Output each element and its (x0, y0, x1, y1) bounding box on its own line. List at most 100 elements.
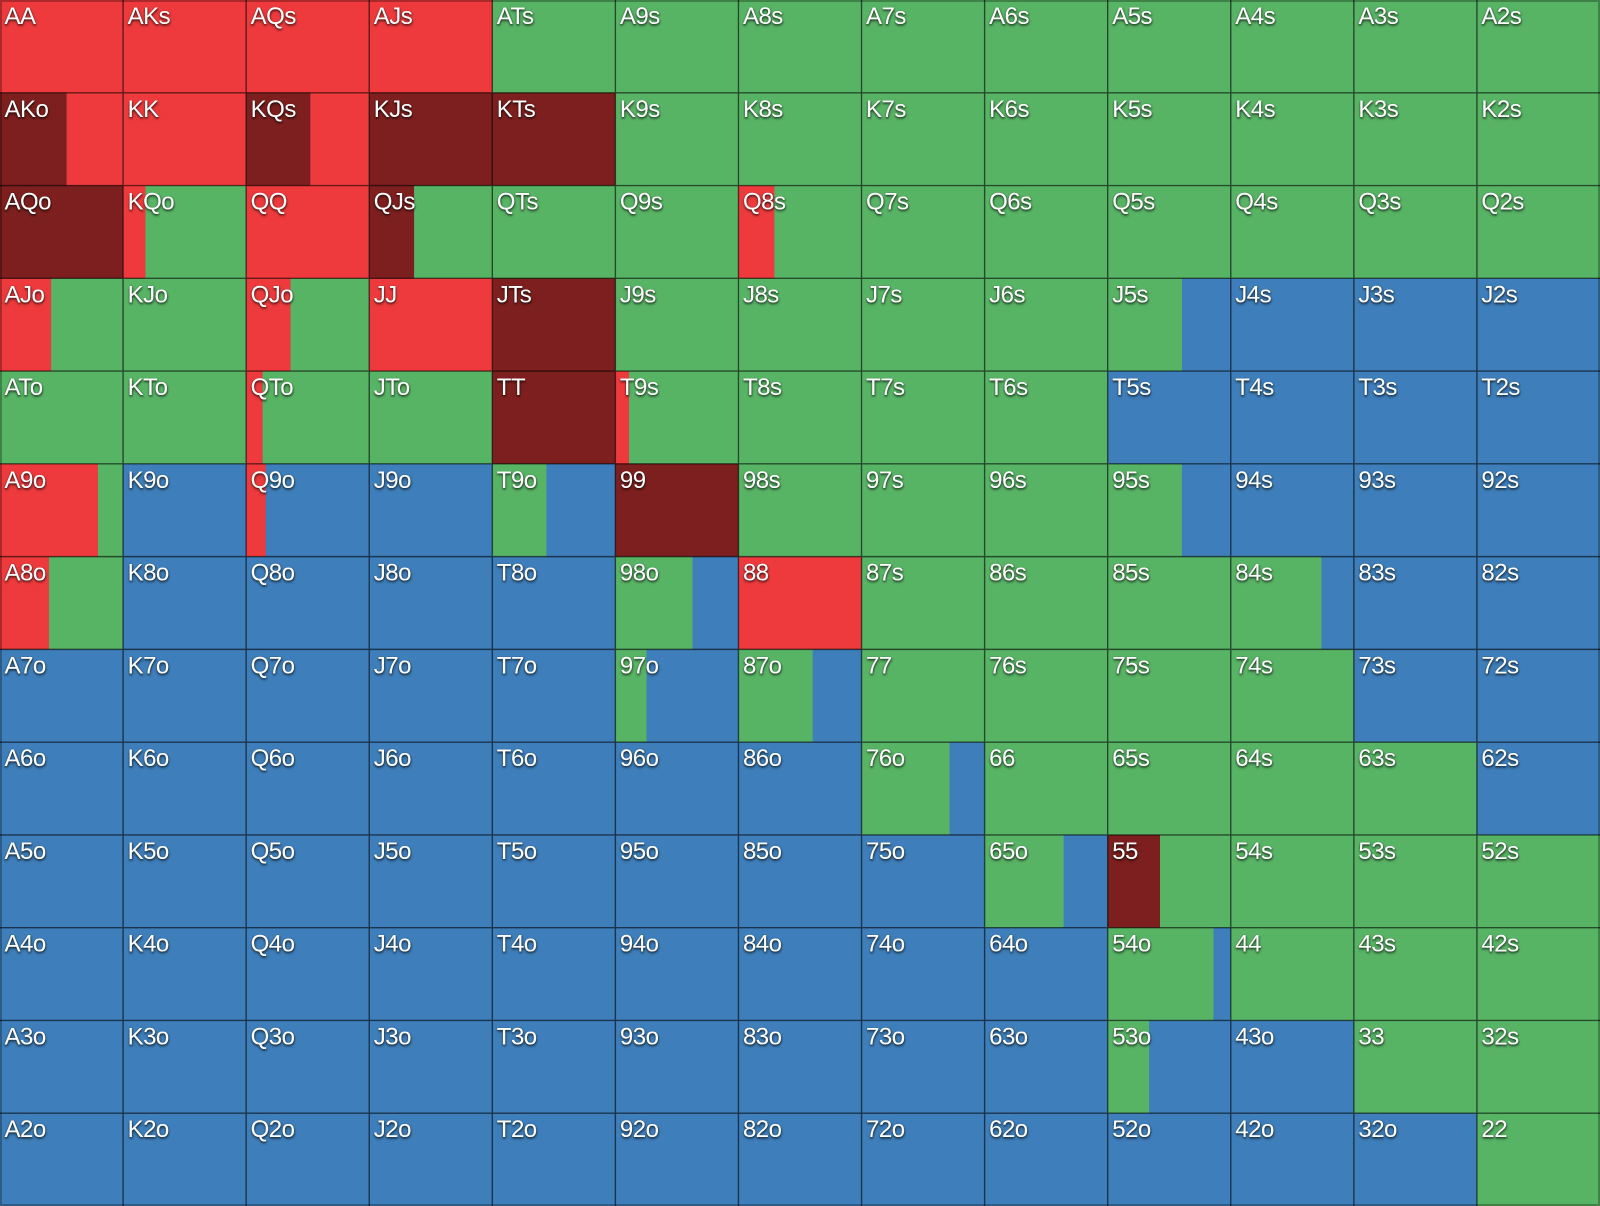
svg-text:84s: 84s (1235, 560, 1273, 587)
svg-text:KQs: KQs (251, 96, 297, 123)
svg-text:AJs: AJs (374, 3, 413, 30)
svg-text:96s: 96s (989, 467, 1027, 494)
svg-text:75o: 75o (866, 838, 905, 865)
svg-text:84o: 84o (743, 931, 782, 958)
svg-text:T6o: T6o (497, 745, 537, 772)
svg-text:88: 88 (743, 560, 769, 587)
svg-text:82s: 82s (1481, 560, 1519, 587)
svg-text:A6o: A6o (5, 745, 46, 772)
svg-text:A6s: A6s (989, 3, 1029, 30)
svg-text:K9o: K9o (128, 467, 169, 494)
svg-text:J8o: J8o (374, 560, 411, 587)
svg-text:T3s: T3s (1358, 374, 1397, 401)
svg-text:32o: 32o (1358, 1116, 1397, 1143)
svg-text:33: 33 (1358, 1023, 1384, 1050)
svg-text:T8o: T8o (497, 560, 537, 587)
svg-text:ATs: ATs (497, 3, 534, 30)
svg-text:J4s: J4s (1235, 281, 1271, 308)
svg-text:86o: 86o (743, 745, 782, 772)
svg-text:54o: 54o (1112, 931, 1151, 958)
svg-text:K8o: K8o (128, 560, 169, 587)
svg-text:85s: 85s (1112, 560, 1150, 587)
svg-text:A5o: A5o (5, 838, 46, 865)
svg-text:53o: 53o (1112, 1023, 1151, 1050)
svg-text:95o: 95o (620, 838, 659, 865)
svg-text:52o: 52o (1112, 1116, 1151, 1143)
svg-text:AA: AA (5, 3, 37, 30)
svg-text:85o: 85o (743, 838, 782, 865)
svg-text:J2s: J2s (1481, 281, 1517, 308)
svg-text:74o: 74o (866, 931, 905, 958)
svg-text:AQo: AQo (5, 189, 52, 216)
svg-text:KQo: KQo (128, 189, 175, 216)
svg-text:A8s: A8s (743, 3, 783, 30)
svg-text:Q6o: Q6o (251, 745, 295, 772)
svg-text:J5s: J5s (1112, 281, 1148, 308)
svg-text:A7s: A7s (866, 3, 906, 30)
svg-text:A2s: A2s (1481, 3, 1521, 30)
svg-text:K4s: K4s (1235, 96, 1275, 123)
svg-text:A3o: A3o (5, 1023, 46, 1050)
svg-text:KTs: KTs (497, 96, 536, 123)
svg-text:J3o: J3o (374, 1023, 411, 1050)
svg-text:K5o: K5o (128, 838, 169, 865)
svg-text:T9s: T9s (620, 374, 659, 401)
svg-text:Q6s: Q6s (989, 189, 1032, 216)
svg-text:AKs: AKs (128, 3, 171, 30)
svg-text:T4o: T4o (497, 931, 537, 958)
svg-text:76s: 76s (989, 652, 1027, 679)
svg-text:73s: 73s (1358, 652, 1396, 679)
svg-text:QJo: QJo (251, 281, 294, 308)
svg-text:T3o: T3o (497, 1023, 537, 1050)
svg-text:94o: 94o (620, 931, 659, 958)
svg-text:T6s: T6s (989, 374, 1028, 401)
svg-text:62s: 62s (1481, 745, 1519, 772)
svg-text:95s: 95s (1112, 467, 1150, 494)
svg-text:AJo: AJo (5, 281, 45, 308)
svg-text:T2o: T2o (497, 1116, 537, 1143)
svg-text:A9o: A9o (5, 467, 46, 494)
svg-text:53s: 53s (1358, 838, 1396, 865)
svg-text:T5s: T5s (1112, 374, 1151, 401)
svg-text:44: 44 (1235, 931, 1261, 958)
svg-text:Q7o: Q7o (251, 652, 295, 679)
svg-text:K3o: K3o (128, 1023, 169, 1050)
svg-text:Q5o: Q5o (251, 838, 295, 865)
svg-text:JTo: JTo (374, 374, 410, 401)
svg-text:AQs: AQs (251, 3, 297, 30)
svg-text:A4s: A4s (1235, 3, 1275, 30)
svg-text:KJs: KJs (374, 96, 413, 123)
svg-text:QTo: QTo (251, 374, 294, 401)
svg-text:QJs: QJs (374, 189, 416, 216)
svg-text:22: 22 (1481, 1116, 1507, 1143)
svg-text:QQ: QQ (251, 189, 287, 216)
svg-text:Q2s: Q2s (1481, 189, 1524, 216)
svg-text:97o: 97o (620, 652, 659, 679)
svg-text:K9s: K9s (620, 96, 660, 123)
svg-text:92o: 92o (620, 1116, 659, 1143)
svg-text:J8s: J8s (743, 281, 779, 308)
svg-text:J6s: J6s (989, 281, 1025, 308)
svg-text:76o: 76o (866, 745, 905, 772)
svg-text:A7o: A7o (5, 652, 46, 679)
svg-text:T4s: T4s (1235, 374, 1274, 401)
svg-text:A5s: A5s (1112, 3, 1152, 30)
svg-text:Q3o: Q3o (251, 1023, 295, 1050)
svg-text:Q9s: Q9s (620, 189, 663, 216)
svg-text:75s: 75s (1112, 652, 1150, 679)
svg-text:K7o: K7o (128, 652, 169, 679)
svg-text:93s: 93s (1358, 467, 1396, 494)
svg-text:K3s: K3s (1358, 96, 1398, 123)
svg-text:QTs: QTs (497, 189, 539, 216)
svg-text:T9o: T9o (497, 467, 537, 494)
svg-text:J9o: J9o (374, 467, 411, 494)
svg-text:63o: 63o (989, 1023, 1028, 1050)
svg-text:83s: 83s (1358, 560, 1396, 587)
svg-text:Q4o: Q4o (251, 931, 295, 958)
svg-text:K2s: K2s (1481, 96, 1521, 123)
svg-text:A4o: A4o (5, 931, 46, 958)
svg-text:72s: 72s (1481, 652, 1519, 679)
svg-text:K2o: K2o (128, 1116, 169, 1143)
svg-text:TT: TT (497, 374, 526, 401)
svg-text:T5o: T5o (497, 838, 537, 865)
